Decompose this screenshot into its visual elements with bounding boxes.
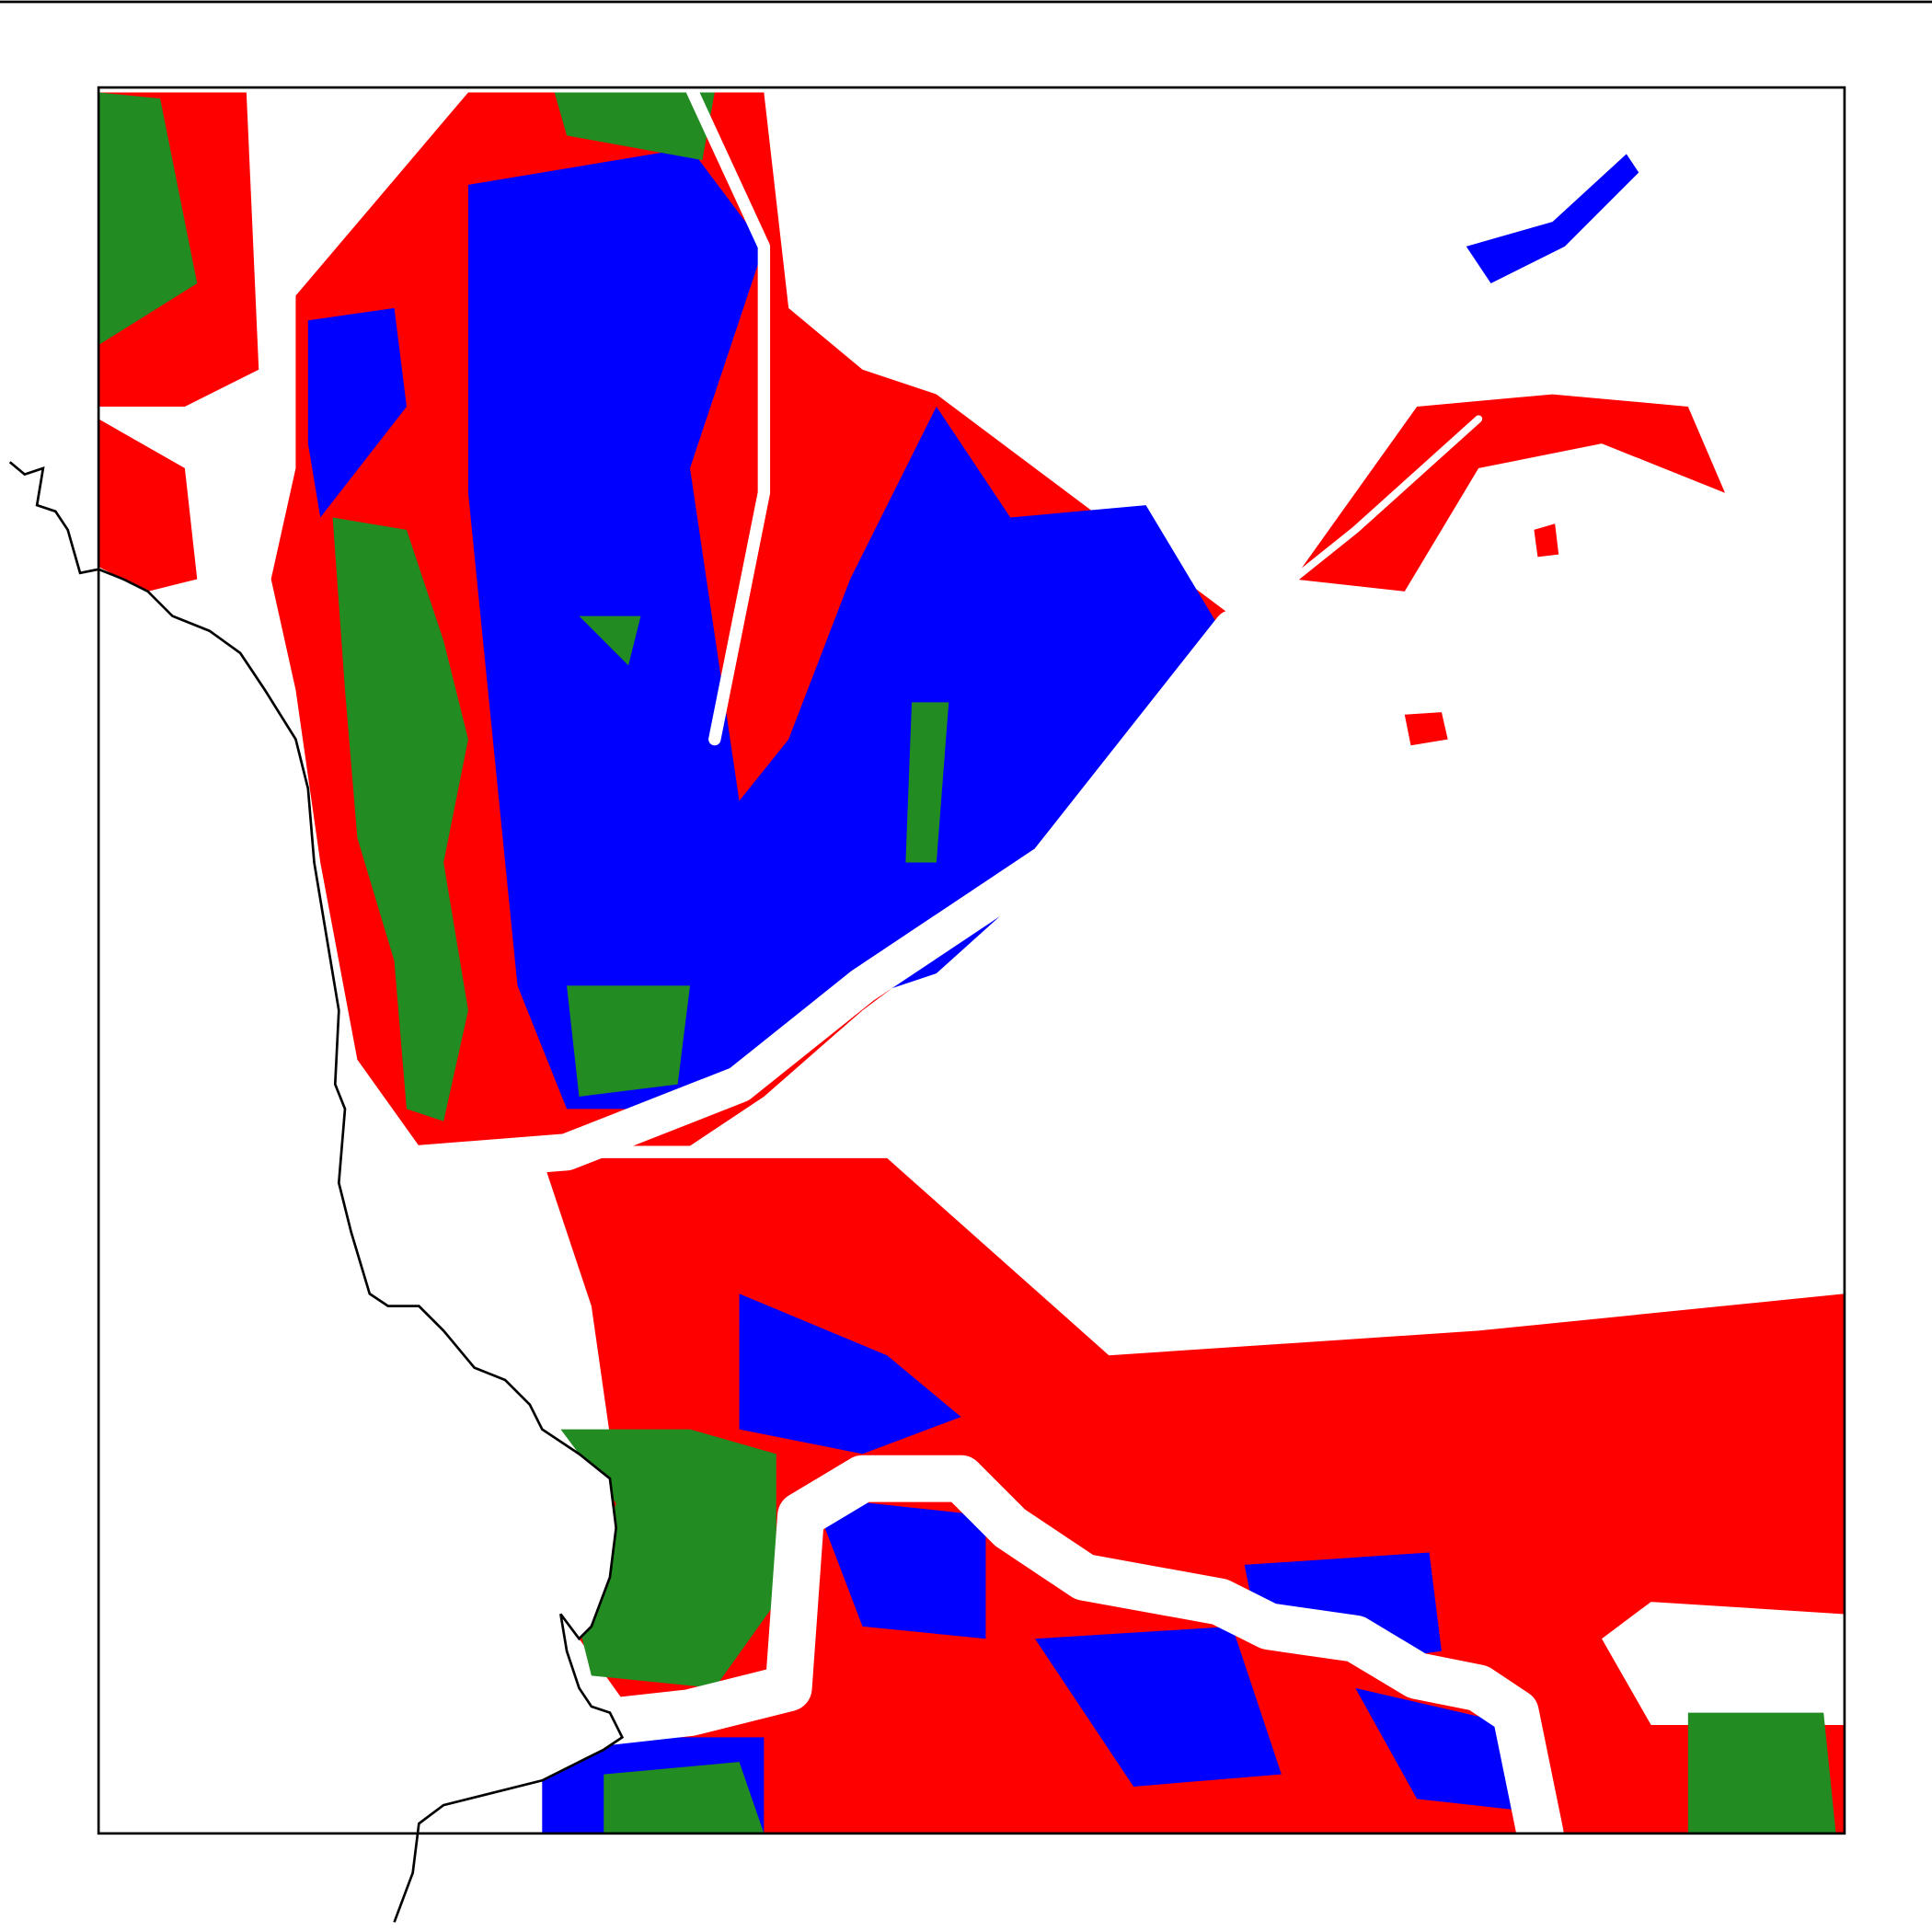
red-region — [542, 1157, 1845, 1834]
green-region — [604, 1762, 765, 1834]
red-region — [98, 419, 198, 592]
blue-region — [467, 147, 1220, 1110]
land-cover — [98, 87, 1845, 1834]
green-region — [905, 702, 949, 863]
blue-region — [307, 307, 407, 518]
green-region — [332, 517, 468, 1121]
river — [684, 87, 771, 746]
blue-region — [739, 1294, 961, 1455]
red-region — [1294, 394, 1725, 592]
green-region — [579, 615, 641, 666]
river — [556, 1455, 1564, 1834]
green-region — [560, 1429, 776, 1688]
green-region — [1687, 1712, 1836, 1834]
green-region — [98, 92, 198, 346]
red-region — [1404, 712, 1448, 746]
green-region — [554, 92, 715, 161]
sea — [98, 569, 623, 1834]
river — [1228, 415, 1483, 633]
green-class — [98, 92, 1836, 1834]
green-region — [567, 985, 690, 1097]
blue-region — [1466, 154, 1639, 284]
estuary — [314, 609, 1251, 1190]
blue-region — [812, 1497, 986, 1639]
rivers — [314, 87, 1564, 1834]
red-region — [1577, 1478, 1676, 1603]
coastline — [8, 461, 625, 1923]
red-region — [1534, 523, 1559, 558]
map-frame — [97, 86, 1846, 1835]
blue-region — [1035, 1626, 1282, 1787]
